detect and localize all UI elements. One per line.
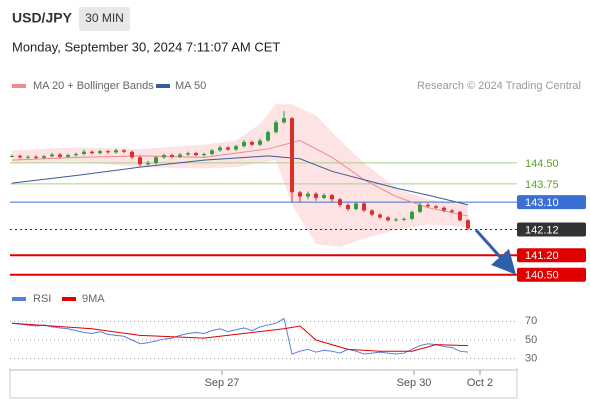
candle-body [466,220,470,229]
candle-body [106,151,110,153]
candle-body [346,204,350,210]
candle-body [162,155,166,158]
candle-body [402,218,406,220]
candle-body [370,210,374,215]
candle-body [362,203,366,211]
candle-body [290,118,294,193]
candle-body [450,210,454,212]
candle-body [298,192,302,197]
legend-swatch [12,297,26,301]
candle-body [42,156,46,158]
candle-body [194,153,198,156]
candle-body [114,150,118,153]
x-tick-label: Sep 30 [397,377,432,389]
candle-body [210,150,214,154]
datetime: Monday, September 30, 2024 7:11:07 AM CE… [12,39,280,54]
level-label: 143.75 [525,179,559,191]
level-box [517,195,586,210]
interval: 30 MIN [85,11,124,25]
legend-label: MA 50 [175,80,206,92]
series-line [11,322,469,352]
legend-swatch [156,84,170,88]
candle-body [258,140,262,145]
candle-body [18,155,22,158]
candle-body [266,132,270,141]
level-box [517,248,586,263]
candle-body [146,162,150,165]
candle-body [306,193,310,197]
candle-body [282,118,286,123]
y-tick-label: 70 [525,315,537,327]
x-tick-label: Sep 27 [205,377,240,389]
forecast-arrow [474,228,517,275]
candle-body [186,153,190,155]
y-tick-label: 30 [525,353,537,365]
candle-body [130,151,134,158]
candle-body [426,204,430,207]
symbol: USD/JPY [12,10,73,26]
level-label: 144.50 [525,158,559,170]
candle-body [338,199,342,205]
y-tick-label: 50 [525,334,537,346]
candle-body [458,211,462,221]
candle-body [250,141,254,145]
level-box [517,222,586,237]
candle-body [418,204,422,212]
series-line [11,155,469,206]
candle-body [434,206,438,208]
candle-body [138,157,142,165]
candle-body [202,153,206,156]
interval-box [79,7,130,31]
credit: Research © 2024 Trading Central [417,80,581,92]
candle-body [170,155,174,157]
x-tick-label: Oct 2 [467,377,493,389]
candle-body [58,154,62,157]
candle-body [26,156,30,158]
legend-swatch [62,297,76,301]
axis-frame [9,368,518,399]
level-label: 141.20 [525,250,559,262]
candle-body [34,156,38,158]
level-box [517,267,586,282]
series-line [11,317,469,355]
candle-body [218,147,222,151]
level-label: 143.10 [525,197,559,209]
legend-label: MA 20 + Bollinger Bands [33,80,154,92]
series-line [11,140,469,217]
candle-body [330,195,334,200]
candle-body [242,141,246,147]
candle-body [98,151,102,154]
candle-body [50,154,54,157]
candle-body [234,146,238,150]
legend-swatch [12,84,26,88]
level-label: 140.50 [525,270,559,282]
candle-body [314,193,318,198]
candle-body [10,155,14,157]
candle-body [394,219,398,221]
candle-body [226,147,230,150]
candle-body [378,214,382,218]
candle-body [82,151,86,154]
bollinger-band [12,104,468,247]
candle-body [386,217,390,221]
candle-body [154,157,158,163]
candle-body [274,122,278,133]
candle-body [74,153,78,156]
legend-label: RSI [33,293,51,305]
candle-body [90,151,94,154]
candle-body [410,211,414,219]
candle-body [322,195,326,198]
level-label: 142.12 [525,224,559,236]
candle-body [354,203,358,210]
candle-body [442,207,446,211]
candle-body [66,155,70,157]
legend-label: 9MA [82,293,105,305]
candle-body [122,150,126,152]
candle-body [178,154,182,157]
